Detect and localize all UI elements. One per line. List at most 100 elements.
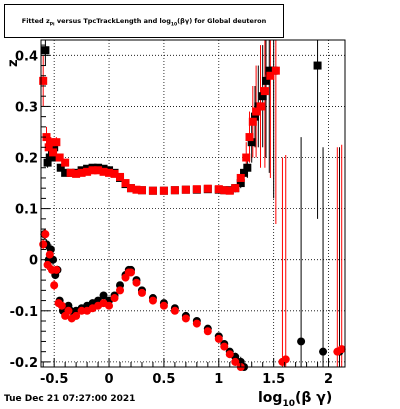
square-marker (220, 186, 229, 195)
circle-marker (110, 294, 119, 303)
square-marker (43, 158, 52, 167)
circle-marker (148, 296, 157, 305)
y-tick-label: -0.2 (10, 356, 38, 371)
y-tick-label: 0.1 (15, 203, 38, 218)
circle-marker (45, 250, 54, 259)
circle-marker (41, 230, 50, 239)
circle-marker (337, 345, 346, 354)
square-marker (94, 166, 103, 175)
y-tick-label: 0.2 (15, 152, 38, 167)
square-marker (159, 186, 168, 195)
square-marker (49, 148, 58, 157)
square-marker (88, 166, 97, 175)
circle-marker (77, 306, 86, 315)
square-marker (116, 172, 125, 181)
error-bars (42, 40, 343, 367)
circle-marker (281, 355, 290, 364)
square-marker (243, 163, 252, 172)
square-marker (271, 66, 280, 75)
square-marker (61, 168, 70, 177)
square-marker (231, 184, 240, 193)
circle-marker (225, 350, 234, 359)
axis-tick-labels: -0.5 0 0.5 1 1.5 2 -0.2 -0.1 0 0.1 0.2 0.3 0.4 (10, 49, 333, 387)
axis-ticks (41, 44, 341, 367)
square-marker (137, 186, 146, 195)
circle-marker (105, 301, 114, 310)
square-marker (225, 186, 234, 195)
square-marker (121, 179, 130, 188)
circle-marker (192, 319, 201, 328)
x-axis-label-main: log (258, 390, 282, 406)
circle-marker (319, 347, 328, 356)
circle-marker (231, 357, 240, 366)
circle-marker (220, 342, 229, 351)
x-axis-label-post: (β γ) (295, 390, 332, 406)
square-marker (61, 158, 70, 167)
square-marker (132, 185, 141, 194)
circle-marker (99, 291, 108, 300)
x-axis-label: log10(β γ) (258, 390, 332, 409)
x-tick-label: 0.5 (152, 372, 175, 387)
square-marker (44, 143, 53, 152)
circle-marker (181, 314, 190, 323)
square-marker (181, 185, 190, 194)
circle-marker (170, 306, 179, 315)
square-marker (258, 92, 267, 101)
circle-marker (203, 327, 212, 336)
square-marker (260, 87, 269, 96)
square-marker (126, 184, 135, 193)
y-tick-label: 0.4 (15, 49, 38, 64)
plot-frame (40, 39, 346, 368)
x-tick-label: 0 (105, 372, 114, 387)
square-marker (170, 186, 179, 195)
square-marker (203, 184, 212, 193)
square-marker (242, 153, 251, 162)
circle-marker (116, 286, 125, 295)
grid-lines (41, 40, 345, 367)
square-marker (245, 133, 254, 142)
y-tick-label: 0.3 (15, 100, 38, 115)
square-marker (251, 112, 260, 121)
data-markers (39, 46, 346, 371)
circle-marker (132, 278, 141, 287)
circle-marker (50, 281, 59, 290)
square-marker (265, 66, 274, 75)
circle-marker (137, 288, 146, 297)
circle-marker (214, 334, 223, 343)
square-marker (214, 185, 223, 194)
circle-marker (52, 265, 61, 274)
timestamp-footer: Tue Dec 21 07:27:00 2021 (4, 394, 136, 404)
square-marker (266, 71, 275, 80)
y-axis-label: z (6, 59, 21, 67)
square-marker (41, 46, 50, 55)
square-marker (256, 102, 265, 111)
square-marker (236, 173, 245, 182)
circle-marker (297, 337, 306, 346)
circle-marker (72, 311, 81, 320)
square-marker (148, 186, 157, 195)
square-marker (46, 138, 55, 147)
square-marker (236, 179, 245, 188)
square-marker (72, 169, 81, 178)
square-marker (252, 107, 261, 116)
chart-title: Fitted zPi versus TpcTrackLength and log… (21, 17, 267, 28)
circle-marker (57, 301, 66, 310)
square-marker (52, 138, 61, 147)
square-marker (55, 153, 64, 162)
circle-marker (126, 268, 135, 277)
square-marker (39, 76, 48, 85)
square-marker (247, 138, 256, 147)
square-marker (261, 76, 270, 85)
square-marker (192, 185, 201, 194)
x-tick-label: -0.5 (40, 372, 68, 387)
y-tick-label: -0.1 (10, 305, 38, 320)
x-tick-label: 1.5 (262, 372, 285, 387)
square-marker (77, 168, 86, 177)
circle-marker (39, 240, 48, 249)
square-marker (66, 168, 75, 177)
x-tick-label: 1 (214, 372, 223, 387)
x-axis-label-sub: 10 (282, 399, 295, 409)
square-marker (248, 117, 257, 126)
square-marker (50, 143, 59, 152)
